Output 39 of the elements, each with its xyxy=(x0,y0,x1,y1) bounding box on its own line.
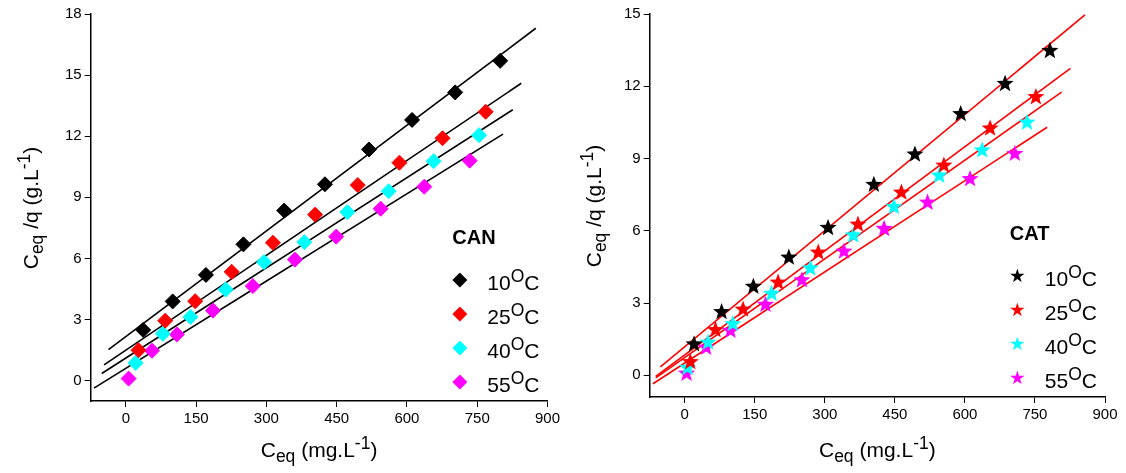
x-tick-label: 750 xyxy=(1022,405,1048,423)
y-tick-label: 3 xyxy=(73,309,82,327)
x-tick-label: 450 xyxy=(882,405,908,423)
x-tick-label: 0 xyxy=(680,405,689,423)
legend-label: 10$^{O}$C xyxy=(487,265,540,295)
y-tick-label: 9 xyxy=(73,187,82,205)
x-tick-label: 600 xyxy=(394,409,420,427)
x-axis-title: C$_{eq}$ (mg.L$^{-1}$) xyxy=(259,433,379,468)
legend-label: 40$^{O}$C xyxy=(1044,329,1097,359)
x-tick-label: 0 xyxy=(121,409,130,427)
y-tick-label: 6 xyxy=(73,248,82,266)
x-tick-label: 600 xyxy=(952,405,978,423)
x-tick-label: 450 xyxy=(324,409,350,427)
y-tick-label: 9 xyxy=(632,148,641,166)
x-tick-label: 750 xyxy=(464,409,490,427)
x-tick-label: 150 xyxy=(742,405,768,423)
y-tick-label: 12 xyxy=(65,126,82,144)
y-tick-label: 18 xyxy=(65,4,82,22)
y-tick-label: 6 xyxy=(632,220,641,238)
legend-label: 55$^{O}$C xyxy=(1044,363,1097,393)
legend-label: 40$^{O}$C xyxy=(487,333,540,363)
y-tick-label: 3 xyxy=(632,293,641,311)
legend-title: CAT xyxy=(1009,222,1051,245)
x-tick-label: 150 xyxy=(183,409,209,427)
x-tick-label: 900 xyxy=(534,409,560,427)
y-tick-label: 15 xyxy=(624,4,641,22)
legend-label: 25$^{O}$C xyxy=(1044,295,1097,325)
legend-title: CAN xyxy=(452,226,497,249)
y-tick-label: 12 xyxy=(624,76,641,94)
y-tick-label: 15 xyxy=(65,65,82,83)
y-tick-label: 0 xyxy=(632,365,641,383)
x-axis-title: C$_{eq}$ (mg.L$^{-1}$) xyxy=(817,433,937,468)
legend-label: 10$^{O}$C xyxy=(1044,261,1097,291)
x-tick-label: 300 xyxy=(253,409,279,427)
x-tick-label: 300 xyxy=(812,405,838,423)
x-tick-label: 900 xyxy=(1092,405,1118,423)
y-tick-label: 0 xyxy=(73,370,82,388)
legend-label: 25$^{O}$C xyxy=(487,299,540,329)
legend-label: 55$^{O}$C xyxy=(487,367,540,397)
